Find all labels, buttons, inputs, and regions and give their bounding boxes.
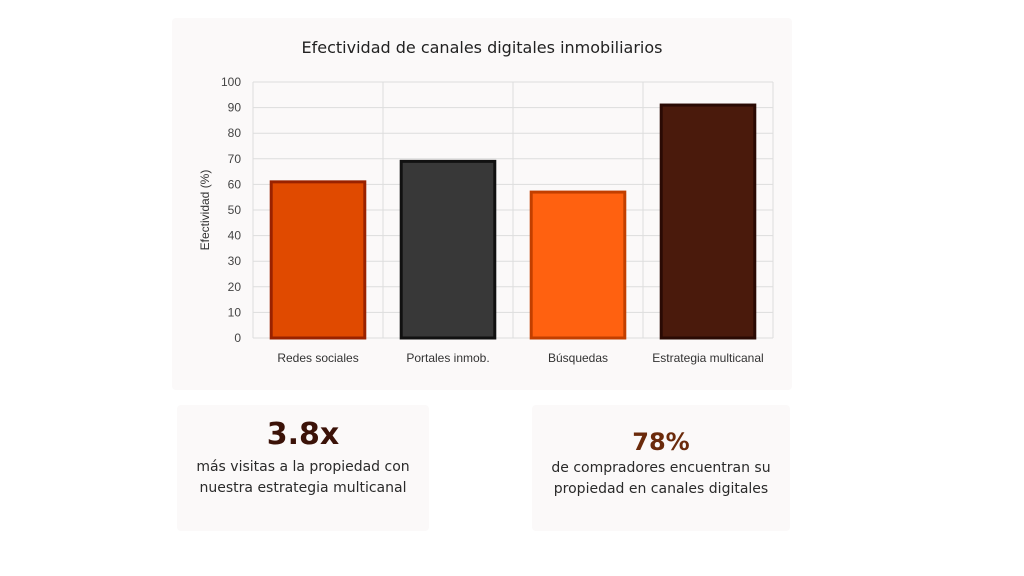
stat-value-buyers: 78% (632, 428, 690, 456)
bar (659, 103, 757, 340)
y-tick-label: 80 (228, 126, 242, 140)
y-axis-label: Efectividad (%) (198, 170, 212, 251)
y-tick-label: 20 (228, 280, 242, 294)
stat-description-visits: más visitas a la propiedad con nuestra e… (196, 459, 410, 496)
bar-chart: 0 10 20 30 40 50 60 70 80 90 100 Redes sociales Port… (198, 75, 774, 365)
x-tick-label: Estrategia multicanal (652, 351, 763, 365)
y-tick-label: 70 (228, 152, 242, 166)
x-tick-label: Portales inmob. (406, 351, 489, 365)
y-tick-label: 90 (228, 101, 242, 115)
y-tick-label: 60 (228, 177, 242, 191)
y-tick-label: 0 (234, 331, 241, 345)
chart-title: Efectividad de canales digitales inmobil… (301, 38, 663, 57)
bar (269, 180, 367, 340)
stat-description-buyers: de compradores encuentran su propiedad e… (551, 460, 771, 497)
stat-card-visits: 3.8x más visitas a la propiedad con nues… (177, 405, 429, 531)
y-tick-label: 100 (221, 75, 241, 89)
y-tick-label: 10 (228, 305, 242, 319)
y-tick-label: 30 (228, 254, 242, 268)
bar (529, 190, 627, 340)
x-tick-label: Búsquedas (548, 351, 608, 365)
x-tick-label: Redes sociales (277, 351, 358, 365)
stat-value-visits: 3.8x (266, 417, 340, 452)
y-tick-label: 50 (228, 203, 242, 217)
bar (399, 159, 497, 340)
y-tick-label: 40 (228, 229, 242, 243)
stat-card-buyers: 78% de compradores encuentran su propied… (532, 405, 790, 531)
